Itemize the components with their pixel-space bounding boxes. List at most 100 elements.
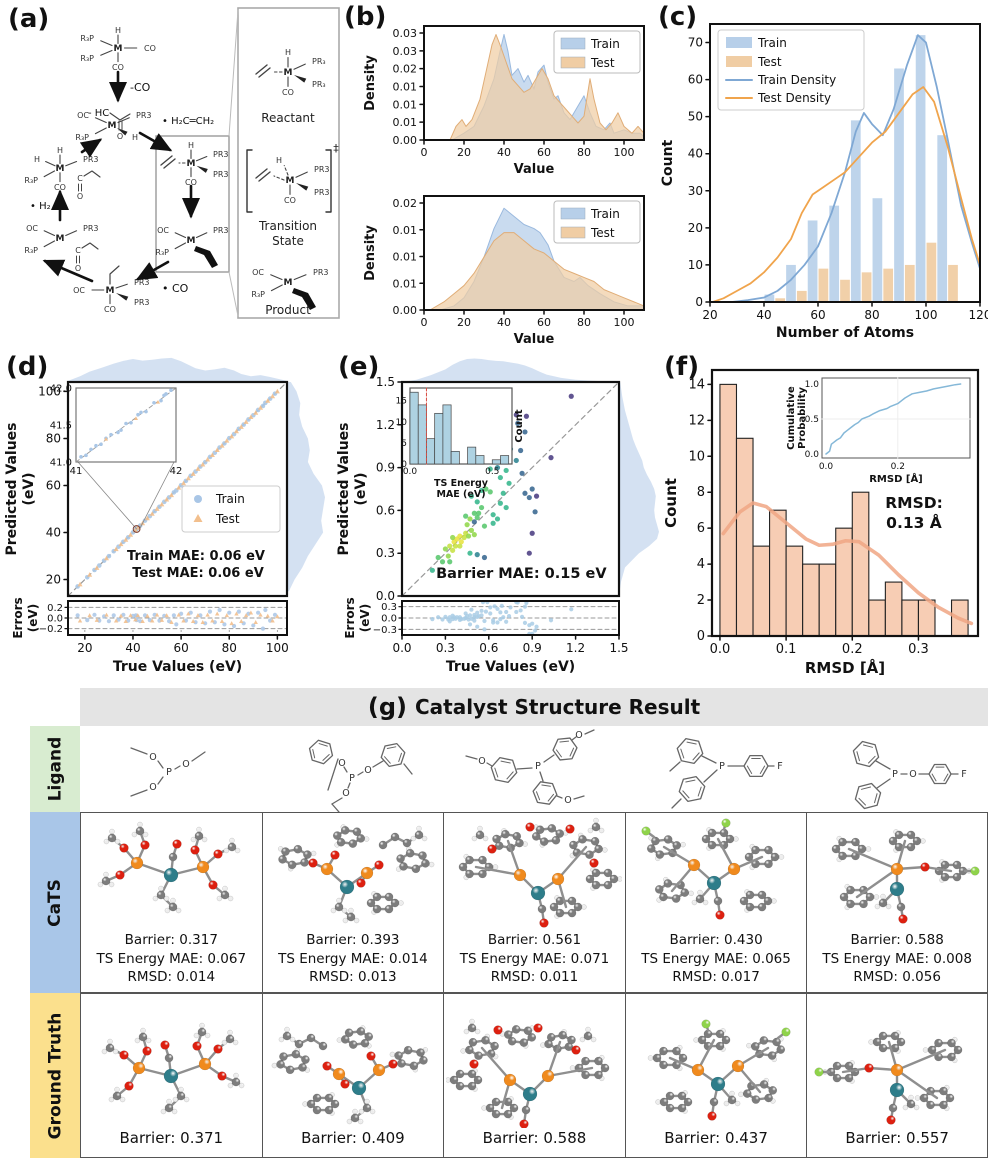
svg-text:True Values (eV): True Values (eV) [446,659,575,675]
svg-text:• H₂C═CH₂: • H₂C═CH₂ [162,116,214,127]
cats-cell-3: Barrier: 0.561 TS Energy MAE: 0.071 RMSD: … [443,812,625,993]
svg-text:P: P [166,767,172,778]
table-title: Catalyst Structure Result [414,695,701,719]
svg-text:6: 6 [697,521,705,536]
svg-text:0: 0 [421,146,428,159]
panel-b-label: (b) [344,2,387,32]
svg-text:M: M [106,286,115,296]
svg-text:−0.2: −0.2 [39,624,63,635]
svg-text:100: 100 [38,384,61,398]
svg-text:Count: Count [662,478,680,528]
svg-text:CO: CO [104,305,116,314]
cats-rmsd: RMSD: 0.011 [490,968,579,985]
molecule-3d-ground-truth [271,1025,428,1125]
svg-text:8: 8 [697,485,705,500]
svg-text:M: M [56,234,65,244]
svg-text:Test: Test [590,56,615,70]
panel-f: 0.0 0.1 0.2 0.3 0 2 4 6 8 10 12 14 RMSD [Å] Count RMSD… [662,348,988,680]
svg-text:TS Energy: TS Energy [434,478,489,489]
svg-text:0: 0 [697,629,705,644]
svg-text:R₃P: R₃P [80,34,94,43]
table-title-bar: (g) Catalyst Structure Result [80,688,988,726]
svg-text:0.3: 0.3 [908,642,929,657]
svg-text:80: 80 [577,146,591,159]
cats-barrier: Barrier: 0.317 [124,932,218,949]
svg-text:• H₂: • H₂ [30,201,51,212]
svg-text:1.5: 1.5 [609,641,628,655]
svg-text:0.02: 0.02 [393,63,418,76]
svg-text:15: 15 [396,397,407,407]
svg-text:PR₃: PR₃ [312,57,326,66]
molecule-3d-cats [831,829,980,924]
svg-text:Test: Test [590,226,615,240]
svg-text:M: M [187,159,196,169]
svg-text:0.6: 0.6 [376,503,395,517]
svg-text:14: 14 [688,377,705,392]
panel-e: 0.0 0.3 0.6 0.9 1.2 1.5 0 5 10 15 0.0 0.5 TS Energy M… [332,348,662,680]
svg-text:R₃P: R₃P [24,246,38,255]
svg-text:80: 80 [577,316,591,329]
svg-text:42: 42 [170,466,183,477]
svg-text:30: 30 [688,184,703,198]
rmsd-histogram: 0.0 0.1 0.2 0.3 0 2 4 6 8 10 12 14 RMSD [Å] Count RMSD… [662,368,980,677]
svg-text:OC: OC [77,111,89,120]
svg-text:CO: CO [282,88,294,97]
svg-text:R₃P: R₃P [75,133,89,142]
svg-text:20: 20 [77,641,92,655]
svg-text:70: 70 [688,36,703,50]
svg-text:O: O [564,795,571,806]
svg-text:Product: Product [265,303,311,317]
svg-text:40: 40 [497,146,511,159]
svg-text:O: O [117,132,123,141]
atom-count-histogram: 20 40 60 80 100 120 0 10 20 30 40 50 60 70 Number of A… [660,23,988,341]
svg-text:40: 40 [46,526,61,540]
svg-text:OC: OC [252,268,264,277]
svg-text:100: 100 [266,641,289,655]
svg-text:Predicted Values: Predicted Values [4,423,20,556]
svg-text:0.00: 0.00 [393,134,418,147]
svg-text:CO: CO [185,178,197,187]
svg-text:0.3: 0.3 [436,641,455,655]
panel-c-label: (c) [658,2,698,32]
svg-text:R₃P: R₃P [80,54,94,63]
svg-text:0: 0 [421,316,428,329]
cats-cell-2: Barrier: 0.393 TS Energy MAE: 0.014 RMSD: … [261,812,444,993]
svg-text:20: 20 [457,146,471,159]
svg-text:Test MAE: 0.06 eV: Test MAE: 0.06 eV [132,566,264,581]
svg-text:40: 40 [756,308,771,322]
svg-text:RMSD:: RMSD: [885,494,943,512]
svg-text:P: P [892,769,898,780]
cats-rmsd: RMSD: 0.017 [672,968,760,985]
molecule-3d-ground-truth [647,1019,791,1121]
svg-text:0.9: 0.9 [376,461,395,475]
svg-text:20: 20 [46,573,61,587]
molecule-3d-cats [641,818,785,920]
svg-text:1.2: 1.2 [376,418,395,432]
molecule-3d-ground-truth [814,1030,963,1125]
svg-text:O: O [75,264,81,273]
svg-text:1.2: 1.2 [566,641,585,655]
svg-text:0.1: 0.1 [776,642,797,657]
svg-text:M: M [187,236,196,246]
svg-text:H: H [34,155,40,164]
row-label-ligand: Ligand [30,726,80,812]
svg-text:H: H [188,141,194,150]
svg-text:H: H [276,156,282,165]
svg-text:CO: CO [284,196,296,205]
svg-text:41: 41 [70,466,83,477]
svg-text:-CO: -CO [130,81,151,94]
svg-text:0.5: 0.5 [805,415,819,425]
svg-text:PR3: PR3 [134,298,149,307]
svg-text:Errors: Errors [11,597,25,638]
svg-text:P: P [719,761,725,772]
svg-text:0: 0 [695,295,703,309]
svg-text:Number of Atoms: Number of Atoms [776,325,914,341]
svg-text:C: C [75,246,81,255]
svg-text:0.01: 0.01 [393,224,418,237]
